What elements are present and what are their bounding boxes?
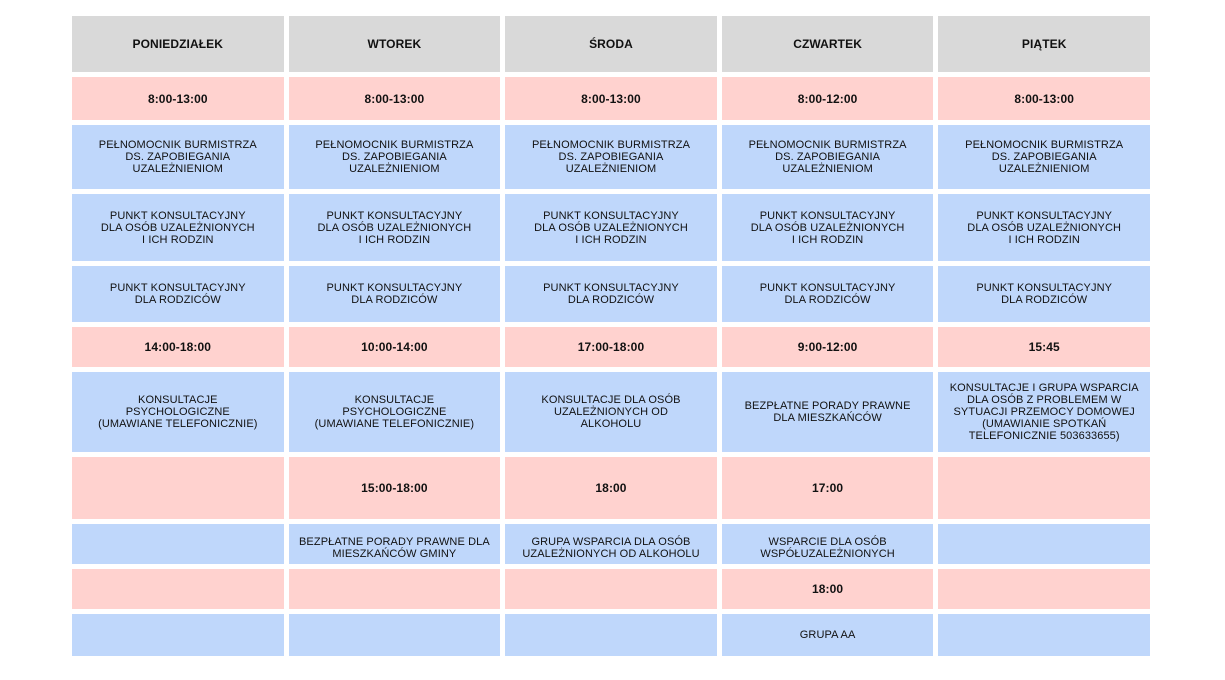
day-header-friday: PIĄTEK <box>938 16 1150 72</box>
day-header-tuesday: WTOREK <box>288 16 501 72</box>
activity-cell: PEŁNOMOCNIK BURMISTRZA DS. ZAPOBIEGANIA … <box>721 125 934 189</box>
activity-cell: KONSULTACJE I GRUPA WSPARCIA DLA OSÓB Z … <box>938 372 1150 452</box>
activity-cell: PEŁNOMOCNIK BURMISTRZA DS. ZAPOBIEGANIA … <box>72 125 284 189</box>
activity-cell: GRUPA WSPARCIA DLA OSÓB UZALEŻNIONYCH OD… <box>505 524 717 564</box>
activity-cell <box>288 614 501 656</box>
time-cell: 8:00-13:00 <box>288 77 501 120</box>
time-cell: 14:00-18:00 <box>72 327 284 367</box>
time-cell <box>505 569 717 609</box>
activity-cell <box>72 614 284 656</box>
activity-cell: PEŁNOMOCNIK BURMISTRZA DS. ZAPOBIEGANIA … <box>505 125 717 189</box>
activity-cell: PUNKT KONSULTACYJNY DLA RODZICÓW <box>721 266 934 322</box>
time-cell <box>72 457 284 519</box>
activity-cell <box>938 614 1150 656</box>
time-cell <box>288 569 501 609</box>
time-cell: 8:00-13:00 <box>505 77 717 120</box>
weekly-schedule-table: PONIEDZIAŁEK WTOREK ŚRODA CZWARTEK PIĄTE… <box>72 16 1150 656</box>
activity-cell: GRUPA AA <box>721 614 934 656</box>
time-cell: 10:00-14:00 <box>288 327 501 367</box>
day-header-monday: PONIEDZIAŁEK <box>72 16 284 72</box>
activity-cell: KONSULTACJE DLA OSÓB UZALEŻNIONYCH OD AL… <box>505 372 717 452</box>
activity-cell: WSPARCIE DLA OSÓB WSPÓŁUZALEŻNIONYCH <box>721 524 934 564</box>
time-cell: 18:00 <box>721 569 934 609</box>
activity-cell: PEŁNOMOCNIK BURMISTRZA DS. ZAPOBIEGANIA … <box>288 125 501 189</box>
time-cell: 18:00 <box>505 457 717 519</box>
activity-cell: PUNKT KONSULTACYJNY DLA OSÓB UZALEŻNIONY… <box>938 194 1150 261</box>
time-cell <box>938 569 1150 609</box>
time-cell: 15:00-18:00 <box>288 457 501 519</box>
time-cell: 8:00-13:00 <box>72 77 284 120</box>
activity-cell <box>72 524 284 564</box>
time-cell: 8:00-13:00 <box>938 77 1150 120</box>
time-cell: 8:00-12:00 <box>721 77 934 120</box>
activity-cell: PUNKT KONSULTACYJNY DLA RODZICÓW <box>938 266 1150 322</box>
day-header-wednesday: ŚRODA <box>505 16 717 72</box>
day-header-thursday: CZWARTEK <box>721 16 934 72</box>
time-cell <box>72 569 284 609</box>
activity-cell: BEZPŁATNE PORADY PRAWNE DLA MIESZKAŃCÓW … <box>288 524 501 564</box>
activity-cell: PEŁNOMOCNIK BURMISTRZA DS. ZAPOBIEGANIA … <box>938 125 1150 189</box>
activity-cell <box>505 614 717 656</box>
activity-cell: PUNKT KONSULTACYJNY DLA OSÓB UZALEŻNIONY… <box>721 194 934 261</box>
activity-cell <box>938 524 1150 564</box>
activity-cell: PUNKT KONSULTACYJNY DLA OSÓB UZALEŻNIONY… <box>72 194 284 261</box>
activity-cell: PUNKT KONSULTACYJNY DLA RODZICÓW <box>288 266 501 322</box>
time-cell <box>938 457 1150 519</box>
activity-cell: PUNKT KONSULTACYJNY DLA OSÓB UZALEŻNIONY… <box>288 194 501 261</box>
activity-cell: KONSULTACJE PSYCHOLOGICZNE (UMAWIANE TEL… <box>288 372 501 452</box>
activity-cell: BEZPŁATNE PORADY PRAWNE DLA MIESZKAŃCÓW <box>721 372 934 452</box>
time-cell: 9:00-12:00 <box>721 327 934 367</box>
activity-cell: PUNKT KONSULTACYJNY DLA OSÓB UZALEŻNIONY… <box>505 194 717 261</box>
activity-cell: PUNKT KONSULTACYJNY DLA RODZICÓW <box>505 266 717 322</box>
time-cell: 17:00-18:00 <box>505 327 717 367</box>
activity-cell: KONSULTACJE PSYCHOLOGICZNE (UMAWIANE TEL… <box>72 372 284 452</box>
time-cell: 17:00 <box>721 457 934 519</box>
time-cell: 15:45 <box>938 327 1150 367</box>
activity-cell: PUNKT KONSULTACYJNY DLA RODZICÓW <box>72 266 284 322</box>
